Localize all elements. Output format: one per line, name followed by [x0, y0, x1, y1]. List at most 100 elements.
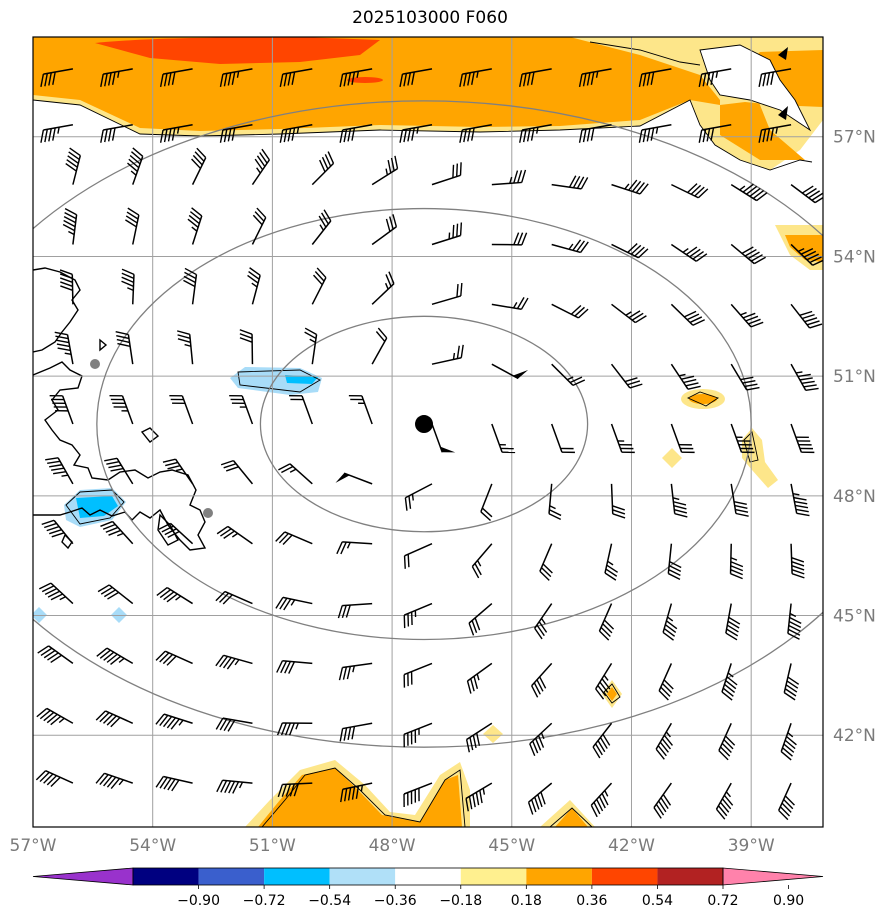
flag-marker-1	[778, 47, 788, 60]
wind-barb	[790, 543, 805, 579]
wind-barb	[698, 124, 732, 143]
wind-barb	[216, 525, 253, 545]
wind-barb	[610, 423, 635, 454]
wind-barb	[529, 722, 553, 757]
lat-label-2: 51°N	[833, 367, 876, 387]
wind-barb	[783, 663, 800, 701]
wind-barb	[279, 68, 313, 88]
wind-barb	[155, 713, 193, 730]
wind-barb	[730, 483, 749, 517]
wind-barb	[191, 147, 207, 185]
wind-barb	[311, 267, 327, 305]
wind-barb	[459, 68, 492, 88]
wind-barb	[155, 775, 193, 792]
wind-barb	[187, 207, 203, 245]
wind-barb	[534, 603, 553, 640]
wind-barb	[155, 650, 193, 666]
city-marker-1	[90, 359, 100, 369]
wind-barb	[158, 522, 194, 545]
wind-barb	[459, 124, 492, 143]
wind-barb	[65, 147, 82, 185]
wind-barb	[592, 722, 613, 759]
range-rings	[33, 100, 823, 748]
wind-barb	[278, 463, 313, 485]
wind-barb	[104, 457, 134, 485]
wind-barb	[790, 184, 823, 204]
wind-barb	[239, 329, 254, 365]
wind-barb	[519, 68, 552, 88]
wind-barb	[730, 183, 768, 202]
wind-barb	[162, 458, 194, 485]
wind-barb	[337, 602, 373, 619]
colorbar-label-6: 0.36	[576, 893, 607, 909]
wind-barb	[670, 243, 708, 262]
wind-barb	[729, 543, 744, 580]
yellow-diamond-1	[662, 448, 682, 468]
wind-barb	[491, 232, 528, 246]
wind-barb	[251, 148, 271, 186]
colorbar-segment-5	[460, 868, 527, 885]
wind-barb	[54, 331, 74, 365]
wind-barb	[275, 531, 313, 545]
colorbar-segment-6	[526, 868, 592, 885]
wind-barb	[730, 363, 760, 391]
wind-barb	[404, 483, 433, 511]
wind-barb	[100, 68, 133, 88]
wind-barb	[215, 717, 253, 732]
wind-barb	[115, 331, 134, 365]
lightblue-patch-51n	[230, 367, 322, 395]
wind-barb	[251, 207, 267, 245]
wind-barb	[229, 394, 254, 425]
wind-barb	[698, 68, 732, 88]
wind-barb	[38, 582, 74, 605]
plot-frame	[32, 36, 824, 828]
wind-barb	[778, 782, 795, 821]
wind-barb	[127, 147, 144, 185]
wind-barb	[730, 423, 755, 454]
wind-barb	[598, 603, 615, 641]
wind-barb	[45, 457, 74, 485]
wind-barb	[551, 239, 589, 254]
wind-barb	[718, 722, 736, 761]
orange-patch-south-2	[555, 808, 588, 827]
wind-barb	[578, 124, 612, 143]
wind-barb	[35, 770, 74, 788]
wind-barb	[465, 722, 493, 753]
wind-barb	[670, 303, 705, 326]
wind-barb	[403, 722, 433, 748]
wind-barb	[220, 459, 254, 485]
wind-barb	[671, 183, 709, 199]
map-plot-area	[33, 37, 823, 827]
wind-barb	[491, 297, 529, 311]
wind-barb	[399, 68, 433, 88]
wind-barb	[339, 68, 373, 88]
wind-barb	[610, 363, 643, 389]
wind-barb	[176, 330, 194, 365]
storm-center-marker	[415, 415, 434, 434]
colorbar-segment-8	[657, 868, 723, 885]
wind-barb	[790, 303, 823, 329]
wind-barb	[465, 782, 493, 812]
wind-barb	[670, 423, 695, 454]
wind-barb	[219, 124, 253, 143]
wind-barb	[715, 782, 734, 820]
wind-barb	[595, 663, 613, 700]
wind-barb	[551, 175, 589, 190]
wind-barb	[611, 303, 647, 324]
wind-barb	[96, 647, 134, 665]
wind-barb	[431, 423, 456, 453]
wind-barb	[590, 782, 613, 818]
wind-barb	[550, 423, 575, 454]
wind-barb	[40, 68, 74, 88]
wind-barb	[551, 363, 586, 386]
wind-barb	[431, 162, 462, 186]
wind-barb	[399, 124, 433, 143]
wind-barb	[159, 68, 193, 88]
white-gap-northeast	[700, 45, 810, 130]
wind-barb	[403, 782, 433, 808]
wind-barb	[62, 208, 78, 245]
wind-barb	[100, 124, 133, 143]
wind-barb	[311, 209, 332, 245]
wind-barb	[790, 423, 815, 454]
